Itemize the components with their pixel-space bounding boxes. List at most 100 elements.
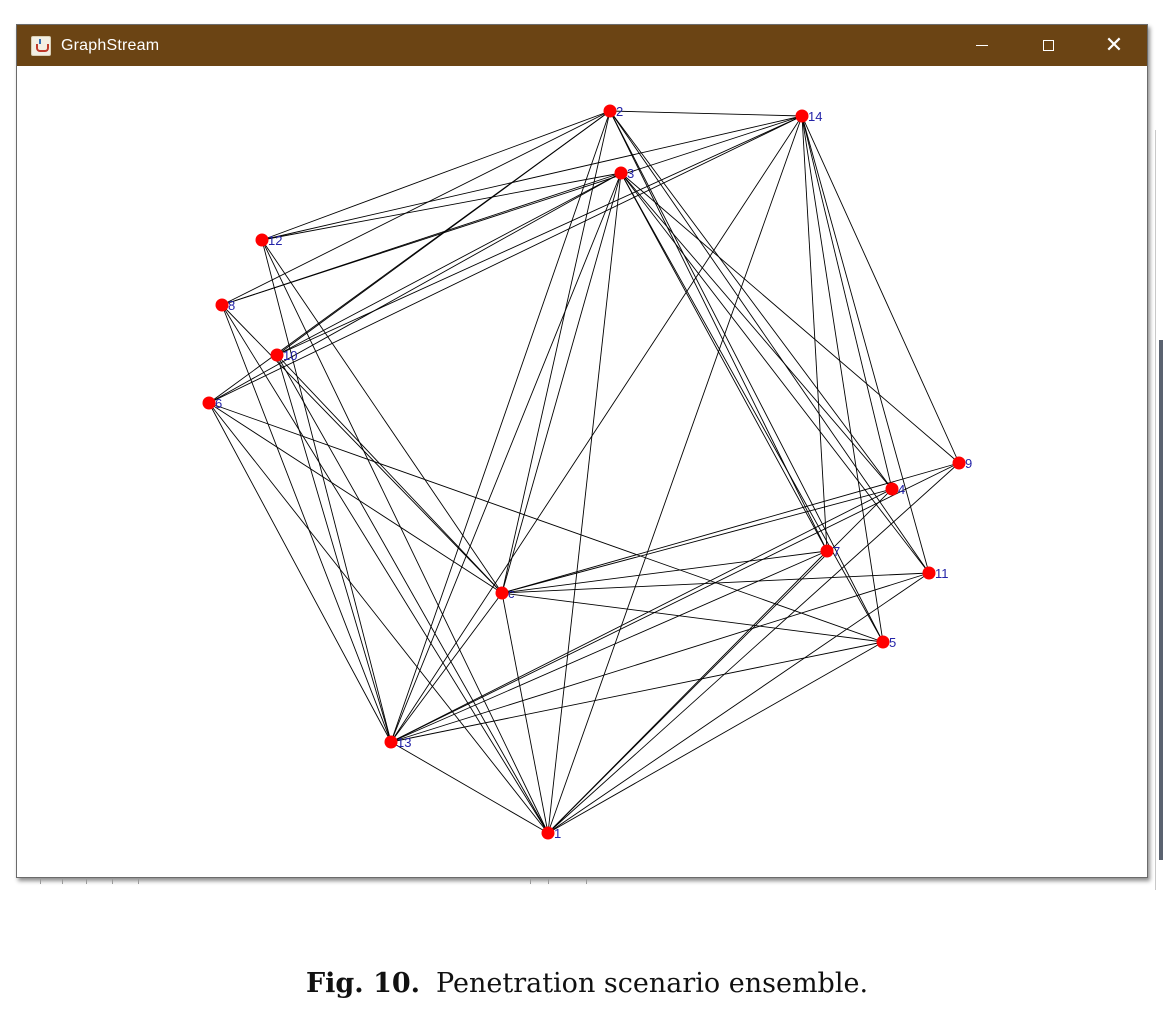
graph-node-label-2: 2 (616, 104, 623, 119)
graph-edge-2-4 (609, 110, 893, 490)
graph-edge-3-9 (620, 172, 960, 464)
graph-edge-14-13 (390, 115, 803, 743)
graph-edge-3-6 (208, 172, 622, 404)
graph-node-label-5: 5 (889, 635, 896, 650)
background-window-strip (20, 878, 1148, 884)
graph-edge-3-13 (390, 172, 622, 743)
graph-node-c[interactable] (495, 586, 509, 600)
minimize-button[interactable] (949, 25, 1015, 66)
graph-edge-2-13 (390, 110, 611, 743)
graph-edge-12-c (261, 239, 503, 594)
title-bar[interactable]: GraphStream ✕ (17, 25, 1147, 66)
graph-edge-1-11 (547, 572, 930, 834)
graph-node-label-8: 8 (228, 298, 235, 313)
maximize-icon (1042, 40, 1054, 51)
graph-node-label-c: c (508, 586, 515, 601)
graph-edge-3-7 (620, 172, 828, 552)
graph-edge-10-13 (276, 354, 392, 743)
graph-edge-13-7 (390, 550, 828, 743)
graph-node-4[interactable] (885, 482, 899, 496)
graph-node-label-10: 10 (283, 348, 297, 363)
graph-edge-14-11 (801, 115, 930, 574)
graph-edge-2-12 (261, 110, 611, 241)
graph-node-12[interactable] (255, 233, 269, 247)
graph-node-5[interactable] (876, 635, 890, 649)
graph-canvas[interactable]: 1 2 3 4 5 6 7 8 9 10 11 12 13 14 c (17, 66, 1147, 877)
graph-edge-1-9 (547, 462, 960, 834)
graph-edge-2-c (501, 110, 611, 594)
close-button[interactable]: ✕ (1081, 25, 1147, 66)
graph-edge-6-1 (208, 402, 549, 834)
window-controls: ✕ (949, 25, 1147, 66)
close-icon: ✕ (1104, 32, 1124, 58)
graph-edge-c-5 (501, 592, 884, 643)
minimize-icon (976, 45, 988, 46)
graph-node-2[interactable] (603, 104, 617, 118)
graph-node-11[interactable] (922, 566, 936, 580)
graph-edge-13-11 (390, 572, 930, 743)
graph-node-label-1: 1 (554, 826, 561, 841)
graph-edge-14-7 (801, 115, 828, 552)
graph-edge-10-c (276, 354, 503, 594)
graph-node-1[interactable] (541, 826, 555, 840)
graph-node-label-11: 11 (935, 566, 949, 581)
graph-edge-12-13 (261, 239, 392, 743)
graph-edge-6-13 (208, 402, 392, 743)
graph-edge-14-5 (801, 115, 884, 643)
graph-edge-6-5 (208, 402, 884, 643)
graph-edge-2-8 (221, 110, 611, 306)
graph-edge-3-10 (276, 172, 622, 356)
java-cup-icon (31, 35, 51, 56)
graph-edge-14-4 (801, 115, 893, 490)
graph-edge-12-1 (261, 239, 549, 834)
graph-edge-c-7 (501, 550, 828, 594)
graph-edge-14-12 (261, 115, 803, 241)
graph-edge-14-9 (801, 115, 960, 464)
graph-node-label-3: 3 (627, 166, 634, 181)
graph-node-label-4: 4 (898, 482, 905, 497)
graph-edge-13-5 (390, 641, 884, 743)
graph-edge-10-1 (276, 354, 549, 834)
graph-edge-14-1 (547, 115, 803, 834)
figure-label: Fig. 10. (305, 968, 421, 999)
graph-node-label-12: 12 (268, 233, 282, 248)
maximize-button[interactable] (1015, 25, 1081, 66)
graph-edge-2-7 (609, 110, 828, 552)
figure-caption-text: Penetration scenario ensemble. (436, 968, 869, 999)
graph-node-7[interactable] (820, 544, 834, 558)
graph-node-label-7: 7 (833, 544, 840, 559)
graph-node-8[interactable] (215, 298, 229, 312)
graph-edge-8-c (221, 304, 503, 594)
graph-edge-3-12 (261, 172, 622, 241)
graph-node-9[interactable] (952, 456, 966, 470)
graph-node-label-9: 9 (965, 456, 972, 471)
figure-caption: Fig. 10. Penetration scenario ensemble. (0, 968, 1174, 999)
graph-edge-13-4 (390, 488, 893, 743)
graph-edge-3-8 (221, 172, 622, 306)
graph-node-13[interactable] (384, 735, 398, 749)
graphstream-window: GraphStream ✕ 1 2 3 4 5 6 7 8 9 10 11 12 13 14 c (16, 24, 1148, 878)
window-title: GraphStream (61, 36, 160, 54)
graph-node-14[interactable] (795, 109, 809, 123)
background-window-edge (1149, 130, 1174, 890)
graph-edge-13-1 (390, 741, 549, 834)
graph-edge-1-7 (547, 550, 828, 834)
graph-node-6[interactable] (202, 396, 216, 410)
graph-node-10[interactable] (270, 348, 284, 362)
graph-node-label-13: 13 (397, 735, 411, 750)
graph-edge-3-4 (620, 172, 893, 490)
graph-edge-14-6 (208, 115, 803, 404)
graph-edge-8-1 (221, 304, 549, 834)
graph-edge-2-11 (609, 110, 930, 574)
graph-edge-2-5 (609, 110, 884, 643)
graph-node-label-14: 14 (808, 109, 822, 124)
graph-edge-2-14 (609, 110, 803, 117)
graph-node-label-6: 6 (215, 396, 222, 411)
graph-edge-8-13 (221, 304, 392, 743)
graph-node-3[interactable] (614, 166, 628, 180)
graph-edge-1-5 (547, 641, 884, 834)
graph-edge-13-9 (390, 462, 960, 743)
graph-edge-c-1 (501, 592, 549, 834)
